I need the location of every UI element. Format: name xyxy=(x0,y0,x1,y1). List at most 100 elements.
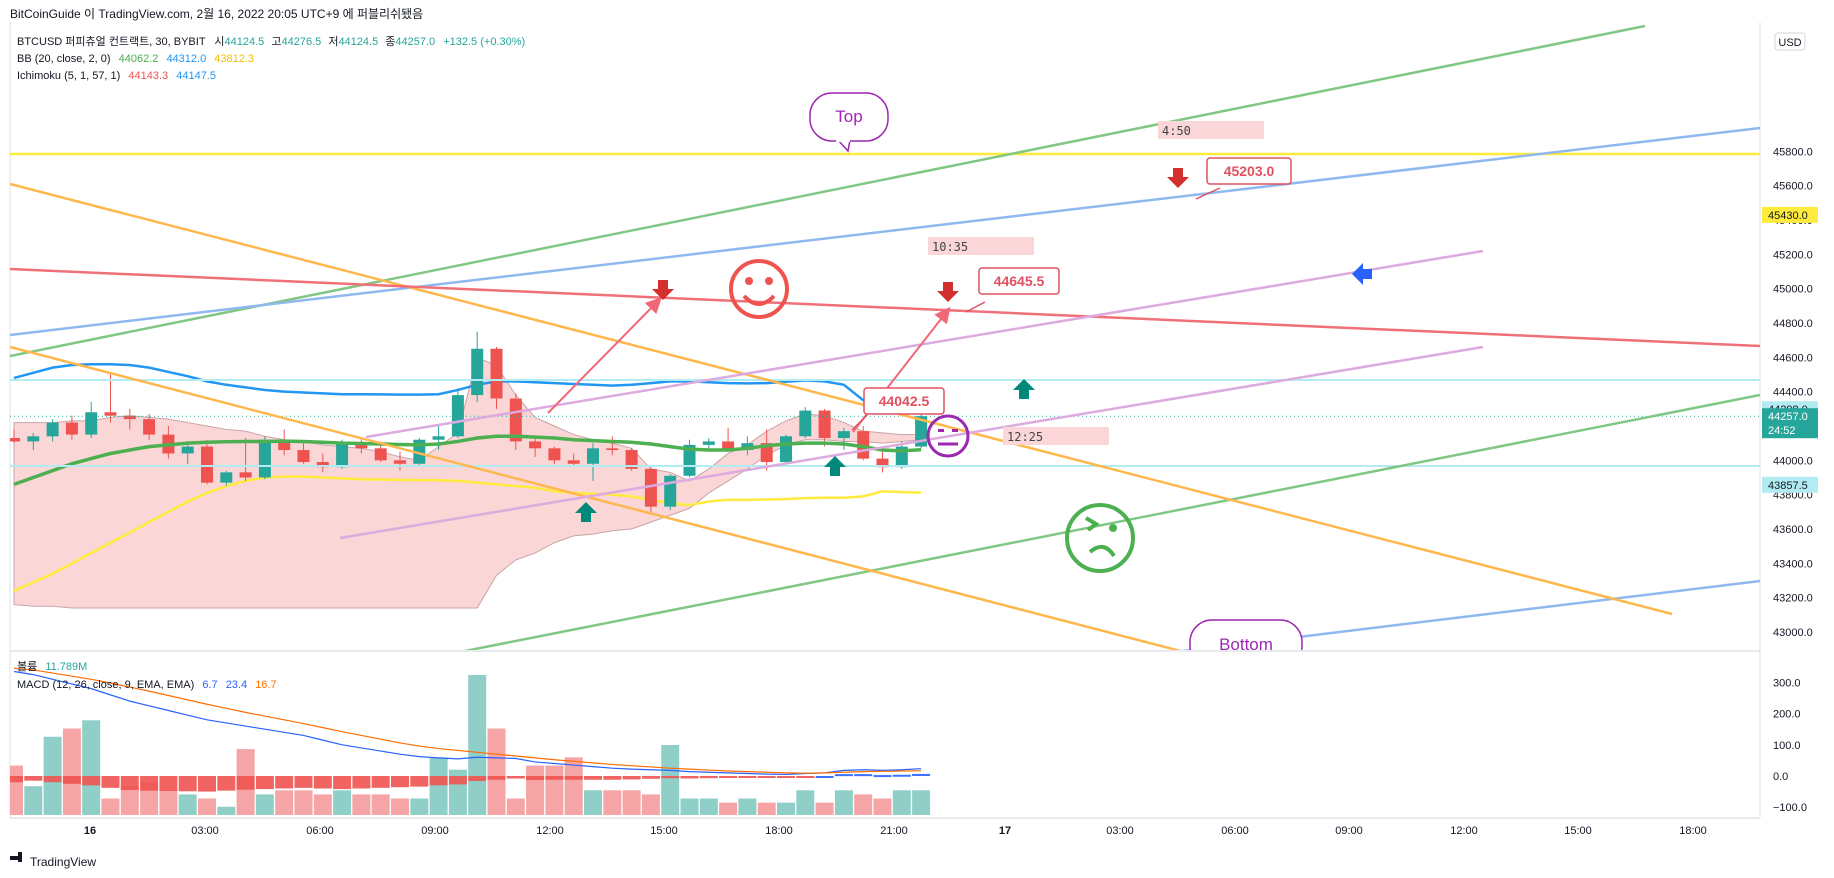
trend-line-red[interactable] xyxy=(10,267,1760,348)
channel-line-purple-lower[interactable] xyxy=(339,345,1484,540)
candle-body xyxy=(297,450,310,463)
volume-bar xyxy=(796,790,815,815)
candle-body xyxy=(471,348,484,396)
macd-hist-bar xyxy=(82,776,101,786)
price-tick: 43000.0 xyxy=(1773,627,1813,639)
volume-bar xyxy=(333,790,352,815)
time-box-1-label: 4:50 xyxy=(1162,124,1191,138)
legend-volume: 11.789M xyxy=(45,661,87,673)
legend-low: 44124.5 xyxy=(338,36,378,48)
time-tick: 15:00 xyxy=(1564,825,1592,837)
volume-bar xyxy=(159,790,178,815)
candle-body xyxy=(490,348,503,399)
channel-line-blue-upper[interactable] xyxy=(10,126,1760,337)
volume-bar xyxy=(584,790,602,815)
volume-bar xyxy=(429,757,448,815)
candle-body xyxy=(432,436,445,440)
callout-44645[interactable]: 44645.5 xyxy=(965,267,1060,313)
candle-body xyxy=(625,450,638,469)
callout-45203[interactable]: 45203.0 xyxy=(1195,157,1292,200)
volume-bar xyxy=(777,802,795,815)
candle-body xyxy=(529,441,542,449)
time-tick: 17 xyxy=(999,825,1011,837)
volume-bar xyxy=(854,794,873,815)
candle-body xyxy=(915,416,928,447)
svg-text:BB (20, close, 2, 0) 440: BB (20, close, 2, 0) 44062.2 44312.0 438… xyxy=(17,53,254,65)
channel-line-orange-lower[interactable] xyxy=(10,345,1215,660)
volume-bar xyxy=(391,798,409,815)
price-tick: 44000.0 xyxy=(1773,455,1813,467)
callout-44042-label: 44042.5 xyxy=(879,393,930,409)
legend-macd-signal: 16.7 xyxy=(255,679,276,691)
channel-line-green-upper[interactable] xyxy=(10,24,1646,358)
volume-bar xyxy=(352,794,371,815)
time-box-2-label: 10:35 xyxy=(932,240,968,254)
volume-bar xyxy=(410,798,429,815)
volume-bar xyxy=(120,786,139,815)
channel-line-purple-upper[interactable] xyxy=(365,249,1484,439)
bottom-bubble[interactable]: Bottom xyxy=(1189,619,1303,668)
candle-body xyxy=(722,441,735,451)
candle-body xyxy=(10,438,20,442)
macd-hist-bar xyxy=(43,776,62,783)
channel-line-green-lower[interactable] xyxy=(455,393,1760,653)
bb-middle-line xyxy=(13,434,922,487)
time-box-3[interactable] xyxy=(1003,427,1109,445)
macd-tick: 0.0 xyxy=(1773,771,1788,783)
legend-bb-up: 44312.0 xyxy=(166,53,206,65)
volume-bar xyxy=(661,745,680,815)
macd-hist-bar xyxy=(101,776,120,788)
top-bubble[interactable]: Top xyxy=(809,92,889,153)
candle-body xyxy=(278,439,291,451)
macd-hist-bar xyxy=(217,776,236,791)
price-label xyxy=(1762,408,1818,439)
volume-bar xyxy=(82,720,101,815)
macd-hist-bar xyxy=(796,776,815,778)
legend-ichimoku-label: Ichimoku (5, 1, 57, 1) xyxy=(17,70,120,82)
volume-bar xyxy=(62,728,81,815)
volume-bar xyxy=(294,790,313,815)
price-tick: 44400.0 xyxy=(1773,387,1813,399)
volume-bar xyxy=(545,765,564,815)
time-box-1[interactable] xyxy=(1158,121,1264,139)
candle-body xyxy=(567,460,580,464)
macd-hist-bar xyxy=(719,776,738,778)
time-box-2[interactable] xyxy=(928,237,1034,255)
channel-line-orange-upper[interactable] xyxy=(10,182,1673,616)
legend: BTCUSD 퍼피츄얼 컨트랙트, 30, BYBIT 시44124.5 고44… xyxy=(17,34,525,691)
volume-bar xyxy=(255,794,274,815)
volume-bar xyxy=(24,786,43,815)
time-tick: 06:00 xyxy=(306,825,334,837)
macd-hist-bar xyxy=(448,776,467,785)
drawings[interactable]: 4:50 10:35 12:25 45203.0 44645.5 44042.5… xyxy=(10,24,1760,668)
candle-body xyxy=(181,446,194,454)
candle-body xyxy=(451,395,464,437)
legend-bb-label: BB (20, close, 2, 0) xyxy=(17,53,111,65)
volume-bar xyxy=(699,798,718,815)
legend-l-label: 저 xyxy=(328,35,338,48)
candle-body xyxy=(509,398,522,442)
callout-44042[interactable]: 44042.5 xyxy=(851,387,945,431)
macd-hist-bar xyxy=(834,774,853,777)
legend-change: +132.5 (+0.30%) xyxy=(443,36,525,48)
price-label-text: 45430.0 xyxy=(1768,210,1808,222)
volume-bar xyxy=(680,798,699,815)
volume-bar xyxy=(564,757,583,815)
volume-bar xyxy=(719,802,738,815)
candle-body xyxy=(548,448,561,461)
macd-hist-bar xyxy=(564,776,583,780)
volume-bar xyxy=(526,765,545,815)
time-tick: 03:00 xyxy=(191,825,219,837)
volume-bar xyxy=(912,790,931,815)
happy-face-icon xyxy=(729,259,789,319)
legend-macd-hist: 6.7 xyxy=(202,679,217,691)
projection-arrow-1[interactable] xyxy=(547,297,662,414)
volume-bar xyxy=(43,736,62,815)
up-arrow-icon xyxy=(824,456,846,476)
macd-hist-bar xyxy=(873,775,892,778)
volume-bar xyxy=(313,794,332,815)
macd-hist-bar xyxy=(661,776,680,779)
currency-button[interactable]: USD xyxy=(1774,32,1806,51)
